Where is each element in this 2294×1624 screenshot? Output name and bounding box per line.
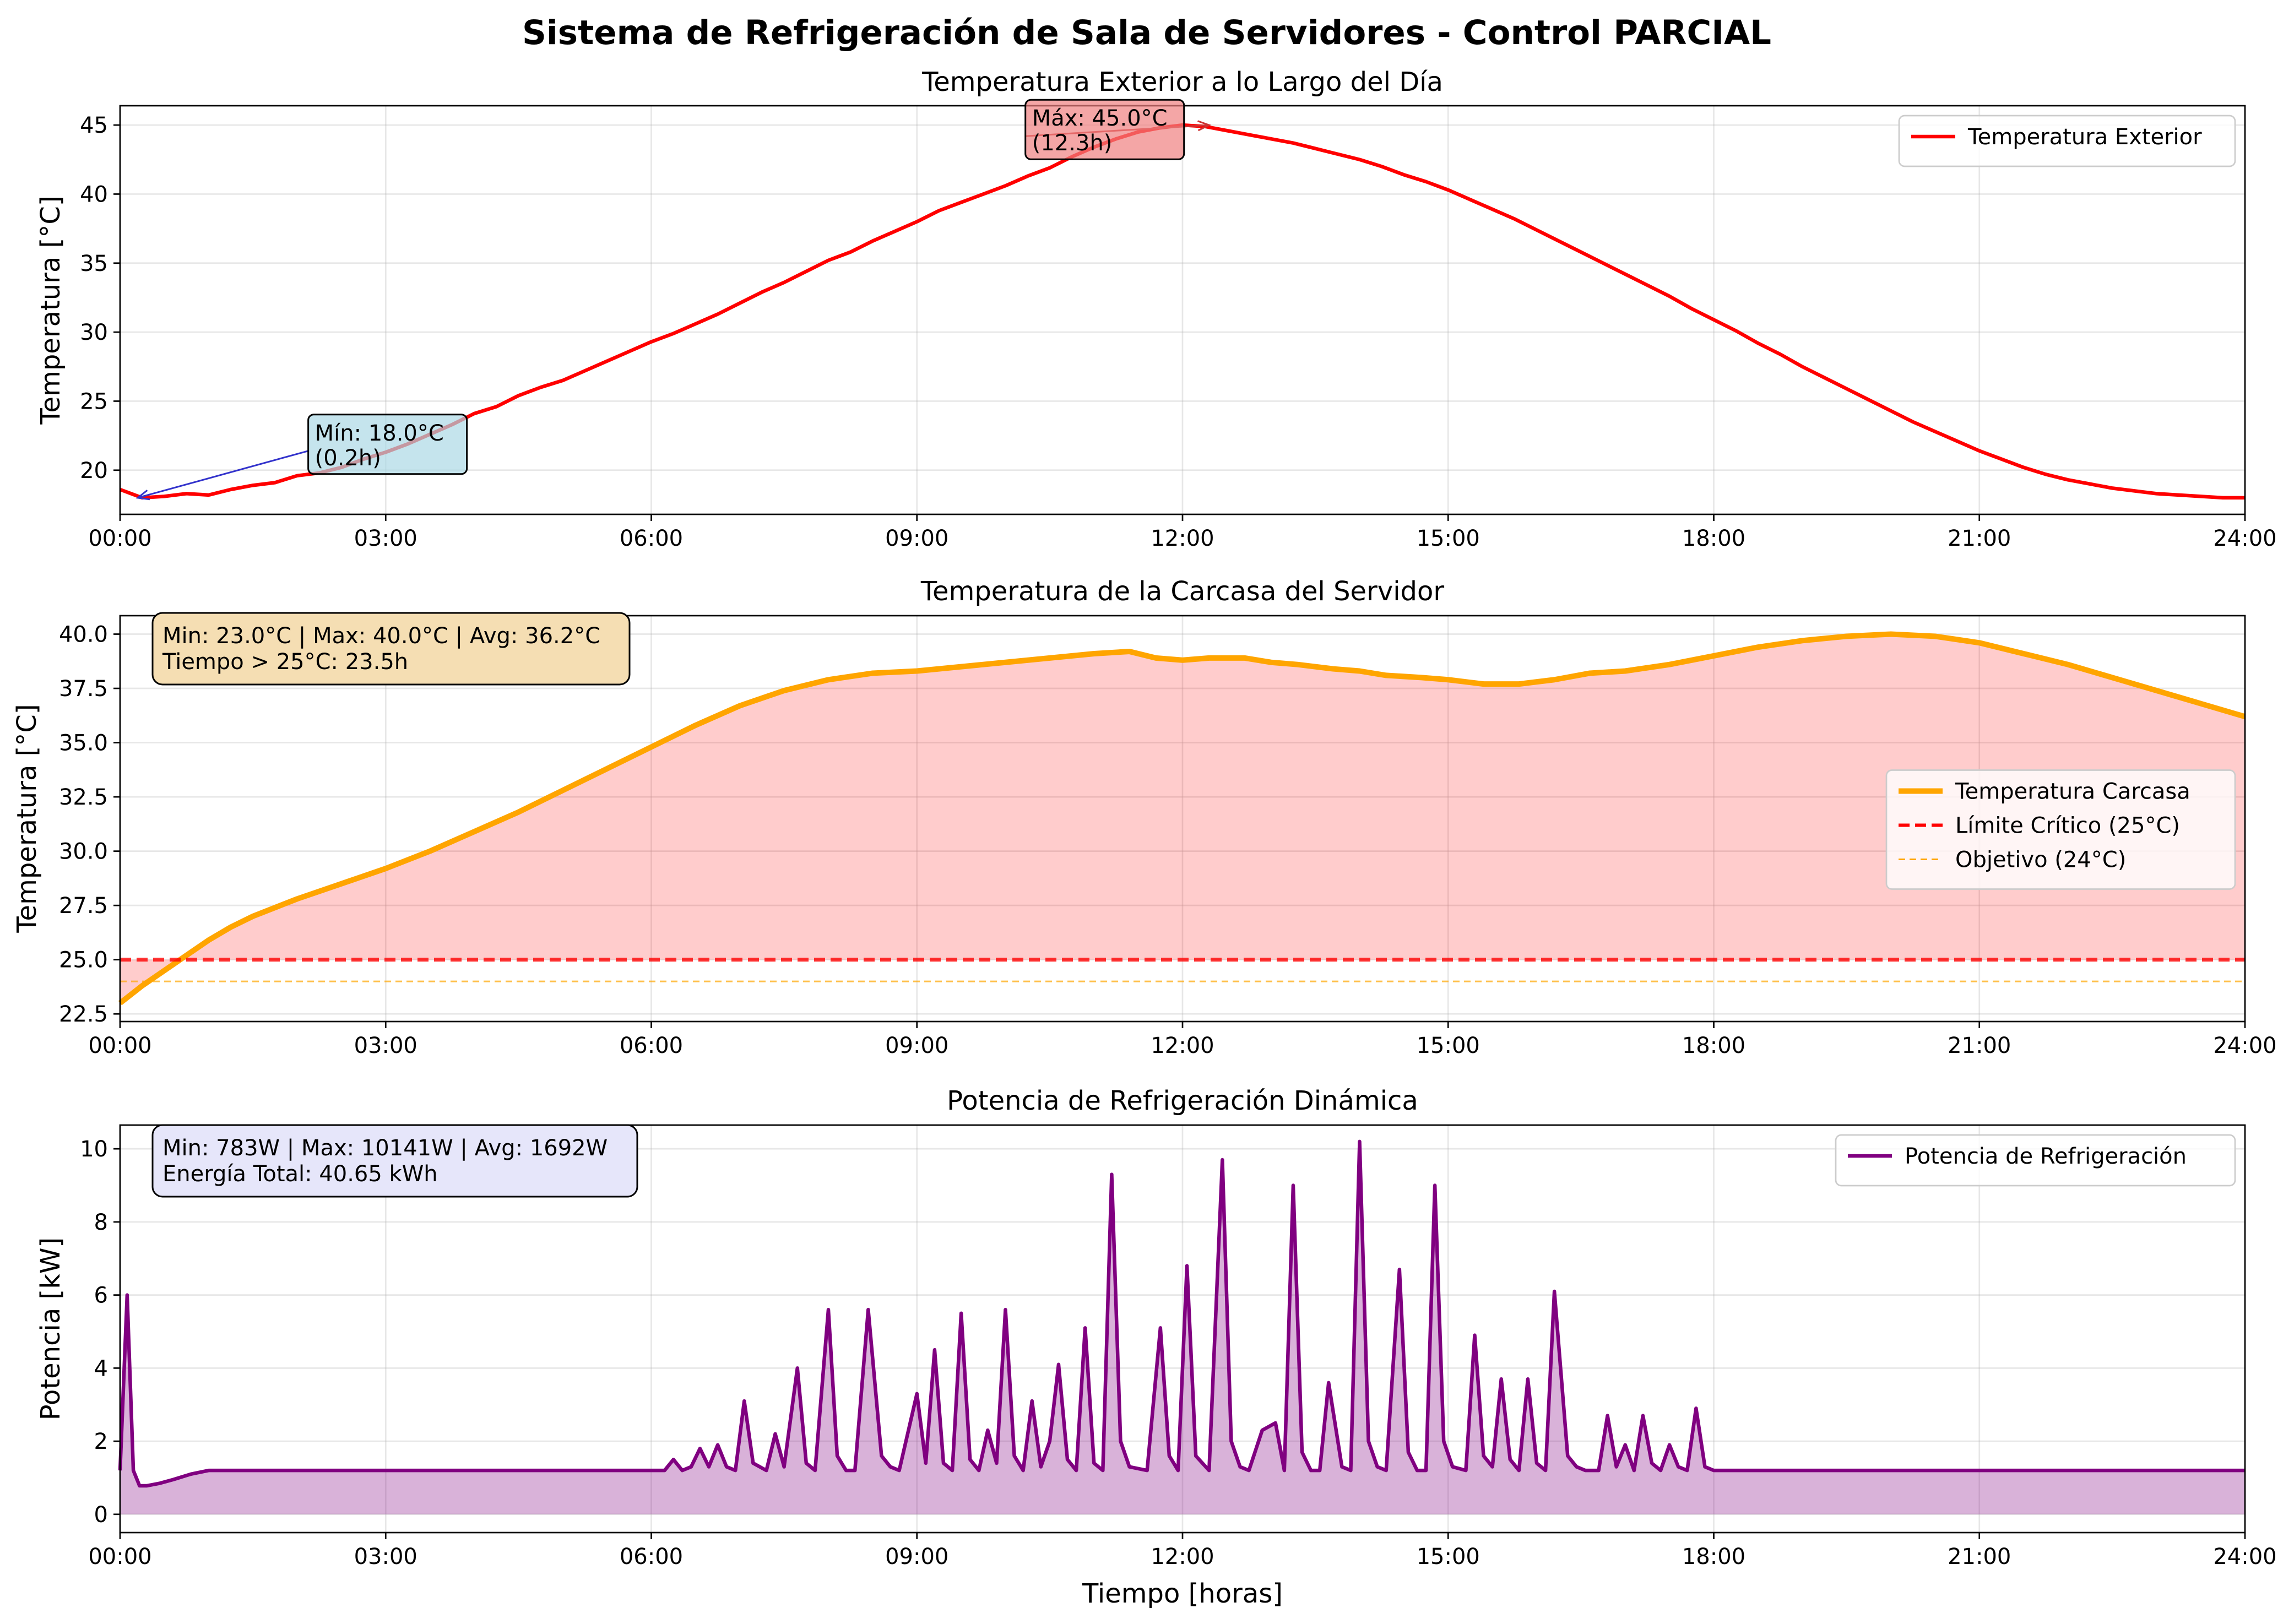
x-tick-label: 21:00 xyxy=(1948,526,2011,551)
legend-label: Temperatura Exterior xyxy=(1967,124,2202,150)
x-tick-label: 03:00 xyxy=(354,1544,417,1569)
x-tick-label: 12:00 xyxy=(1151,1033,1214,1058)
panel-title-exterior: Temperatura Exterior a lo Largo del Día xyxy=(921,67,1443,97)
x-tick-label: 00:00 xyxy=(88,1544,151,1569)
axis-ticks-exterior: 00:00 03:00 06:00 09:00 12:00 15:00 18:00 21:00… xyxy=(80,113,2277,551)
x-tick-label: 03:00 xyxy=(354,526,417,551)
stats-box-power: Min: 783W | Max: 10141W | Avg: 1692W Ene… xyxy=(151,1124,638,1198)
area-fill xyxy=(120,1141,2245,1514)
y-tick-label: 35.0 xyxy=(59,731,108,756)
y-tick-label: 6 xyxy=(94,1283,108,1308)
legend-frame xyxy=(1835,1134,2236,1187)
x-tick-label: 09:00 xyxy=(885,1033,948,1058)
annotation-text-line1: Máx: 45.0°C xyxy=(1032,106,1168,131)
y-tick-label: 37.5 xyxy=(59,676,108,702)
grid-exterior xyxy=(119,106,2246,514)
y-tick-label: 32.5 xyxy=(59,785,108,810)
x-tick-label: 24:00 xyxy=(2213,1033,2276,1058)
annotation-text-line2: (12.3h) xyxy=(1032,131,1113,156)
panel-title-power: Potencia de Refrigeración Dinámica xyxy=(947,1085,1418,1116)
x-tick-label: 18:00 xyxy=(1682,1033,1745,1058)
y-tick-label: 45 xyxy=(80,113,108,138)
legend-label: Potencia de Refrigeración xyxy=(1905,1144,2187,1169)
y-axis-label-power: Potencia [kW] xyxy=(35,1237,66,1420)
stats-case-line1: Min: 23.0°C | Max: 40.0°C | Avg: 36.2°C xyxy=(162,623,600,649)
y-tick-label: 8 xyxy=(94,1210,108,1235)
x-tick-label: 00:00 xyxy=(88,526,151,551)
x-tick-label: 09:00 xyxy=(885,1544,948,1569)
x-tick-label: 06:00 xyxy=(620,526,683,551)
legend-exterior: Temperatura Exterior xyxy=(1898,115,2236,167)
x-tick-label: 06:00 xyxy=(620,1544,683,1569)
stats-power-line2: Energía Total: 40.65 kWh xyxy=(162,1161,438,1187)
annotation-box xyxy=(1024,99,1185,160)
y-tick-label: 25.0 xyxy=(59,948,108,973)
x-tick-label: 15:00 xyxy=(1417,526,1480,551)
annotation-arrowhead xyxy=(1197,120,1212,132)
stats-box-case: Min: 23.0°C | Max: 40.0°C | Avg: 36.2°C … xyxy=(151,612,631,686)
x-tick-label: 18:00 xyxy=(1682,1544,1745,1569)
series-line xyxy=(118,631,2246,1006)
y-tick-label: 35 xyxy=(80,251,108,276)
y-tick-label: 22.5 xyxy=(59,1002,108,1027)
x-tick-label: 12:00 xyxy=(1151,526,1214,551)
chart-panel-cooling-power: Potencia de Refrigeración Dinámica 00:00… xyxy=(35,1085,2277,1609)
x-tick-label: 15:00 xyxy=(1417,1544,1480,1569)
legend-case: Temperatura Carcasa Límite Crítico (25°C)… xyxy=(1885,769,2236,890)
y-tick-label: 40 xyxy=(80,182,108,207)
stats-box-case-frame xyxy=(151,612,631,686)
x-tick-label: 00:00 xyxy=(88,1033,151,1058)
y-tick-label: 20 xyxy=(80,458,108,484)
legend-label: Temperatura Carcasa xyxy=(1955,779,2190,805)
y-axis-label-case: Temperatura [°C] xyxy=(12,704,42,933)
stats-box-power-frame xyxy=(151,1124,638,1198)
x-tick-label: 24:00 xyxy=(2213,1544,2276,1569)
legend-label: Objetivo (24°C) xyxy=(1955,848,2126,873)
x-tick-label: 21:00 xyxy=(1948,1544,2011,1569)
annotation-text-line2: (0.2h) xyxy=(315,446,381,471)
annotation-arrow xyxy=(137,450,309,499)
y-tick-label: 40.0 xyxy=(59,622,108,648)
y-tick-label: 27.5 xyxy=(59,893,108,919)
legend-power: Potencia de Refrigeración xyxy=(1835,1134,2236,1187)
legend-frame xyxy=(1885,769,2236,890)
axis-ticks-power: 00:00 03:00 06:00 09:00 12:00 15:00 18:00 21:00… xyxy=(80,1137,2277,1569)
y-tick-label: 10 xyxy=(80,1137,108,1162)
figure-suptitle: Sistema de Refrigeración de Sala de Serv… xyxy=(522,13,1771,52)
x-tick-label: 24:00 xyxy=(2213,526,2276,551)
plot-data-case xyxy=(118,631,2246,1006)
chart-panel-exterior-temperature: Temperatura Exterior a lo Largo del Día … xyxy=(35,67,2277,551)
annotations-exterior: Mín: 18.0°C(0.2h) Máx: 45.0°C(12.3h) xyxy=(135,99,1212,501)
stats-case-line2: Tiempo > 25°C: 23.5h xyxy=(162,649,408,675)
y-tick-label: 2 xyxy=(94,1429,108,1454)
x-tick-label: 06:00 xyxy=(620,1033,683,1058)
chart-panel-case-temperature: Temperatura de la Carcasa del Servidor 0… xyxy=(12,576,2277,1058)
legend-frame xyxy=(1898,115,2236,167)
annotation-text-line1: Mín: 18.0°C xyxy=(315,421,444,446)
x-tick-label: 18:00 xyxy=(1682,526,1745,551)
panel-title-case: Temperatura de la Carcasa del Servidor xyxy=(920,576,1445,607)
x-axis-label-power: Tiempo [horas] xyxy=(1082,1578,1283,1609)
y-axis-label-exterior: Temperatura [°C] xyxy=(35,195,66,425)
axis-ticks-case: 00:00 03:00 06:00 09:00 12:00 15:00 18:00 21:00… xyxy=(59,622,2277,1059)
y-tick-label: 25 xyxy=(80,389,108,414)
x-tick-label: 12:00 xyxy=(1151,1544,1214,1569)
x-tick-label: 21:00 xyxy=(1948,1033,2011,1058)
y-tick-label: 4 xyxy=(94,1356,108,1381)
x-tick-label: 15:00 xyxy=(1417,1033,1480,1058)
series-line xyxy=(118,1139,2245,1488)
x-tick-label: 03:00 xyxy=(354,1033,417,1058)
annotation-box xyxy=(307,414,468,475)
x-tick-label: 09:00 xyxy=(885,526,948,551)
legend-label: Límite Crítico (25°C) xyxy=(1955,813,2180,839)
y-tick-label: 0 xyxy=(94,1502,108,1528)
stats-power-line1: Min: 783W | Max: 10141W | Avg: 1692W xyxy=(162,1136,608,1161)
annotation-arrowhead xyxy=(135,490,150,501)
y-tick-label: 30 xyxy=(80,320,108,345)
area-fill xyxy=(120,634,2245,1003)
plot-data-power xyxy=(118,1139,2245,1514)
y-tick-label: 30.0 xyxy=(59,839,108,865)
